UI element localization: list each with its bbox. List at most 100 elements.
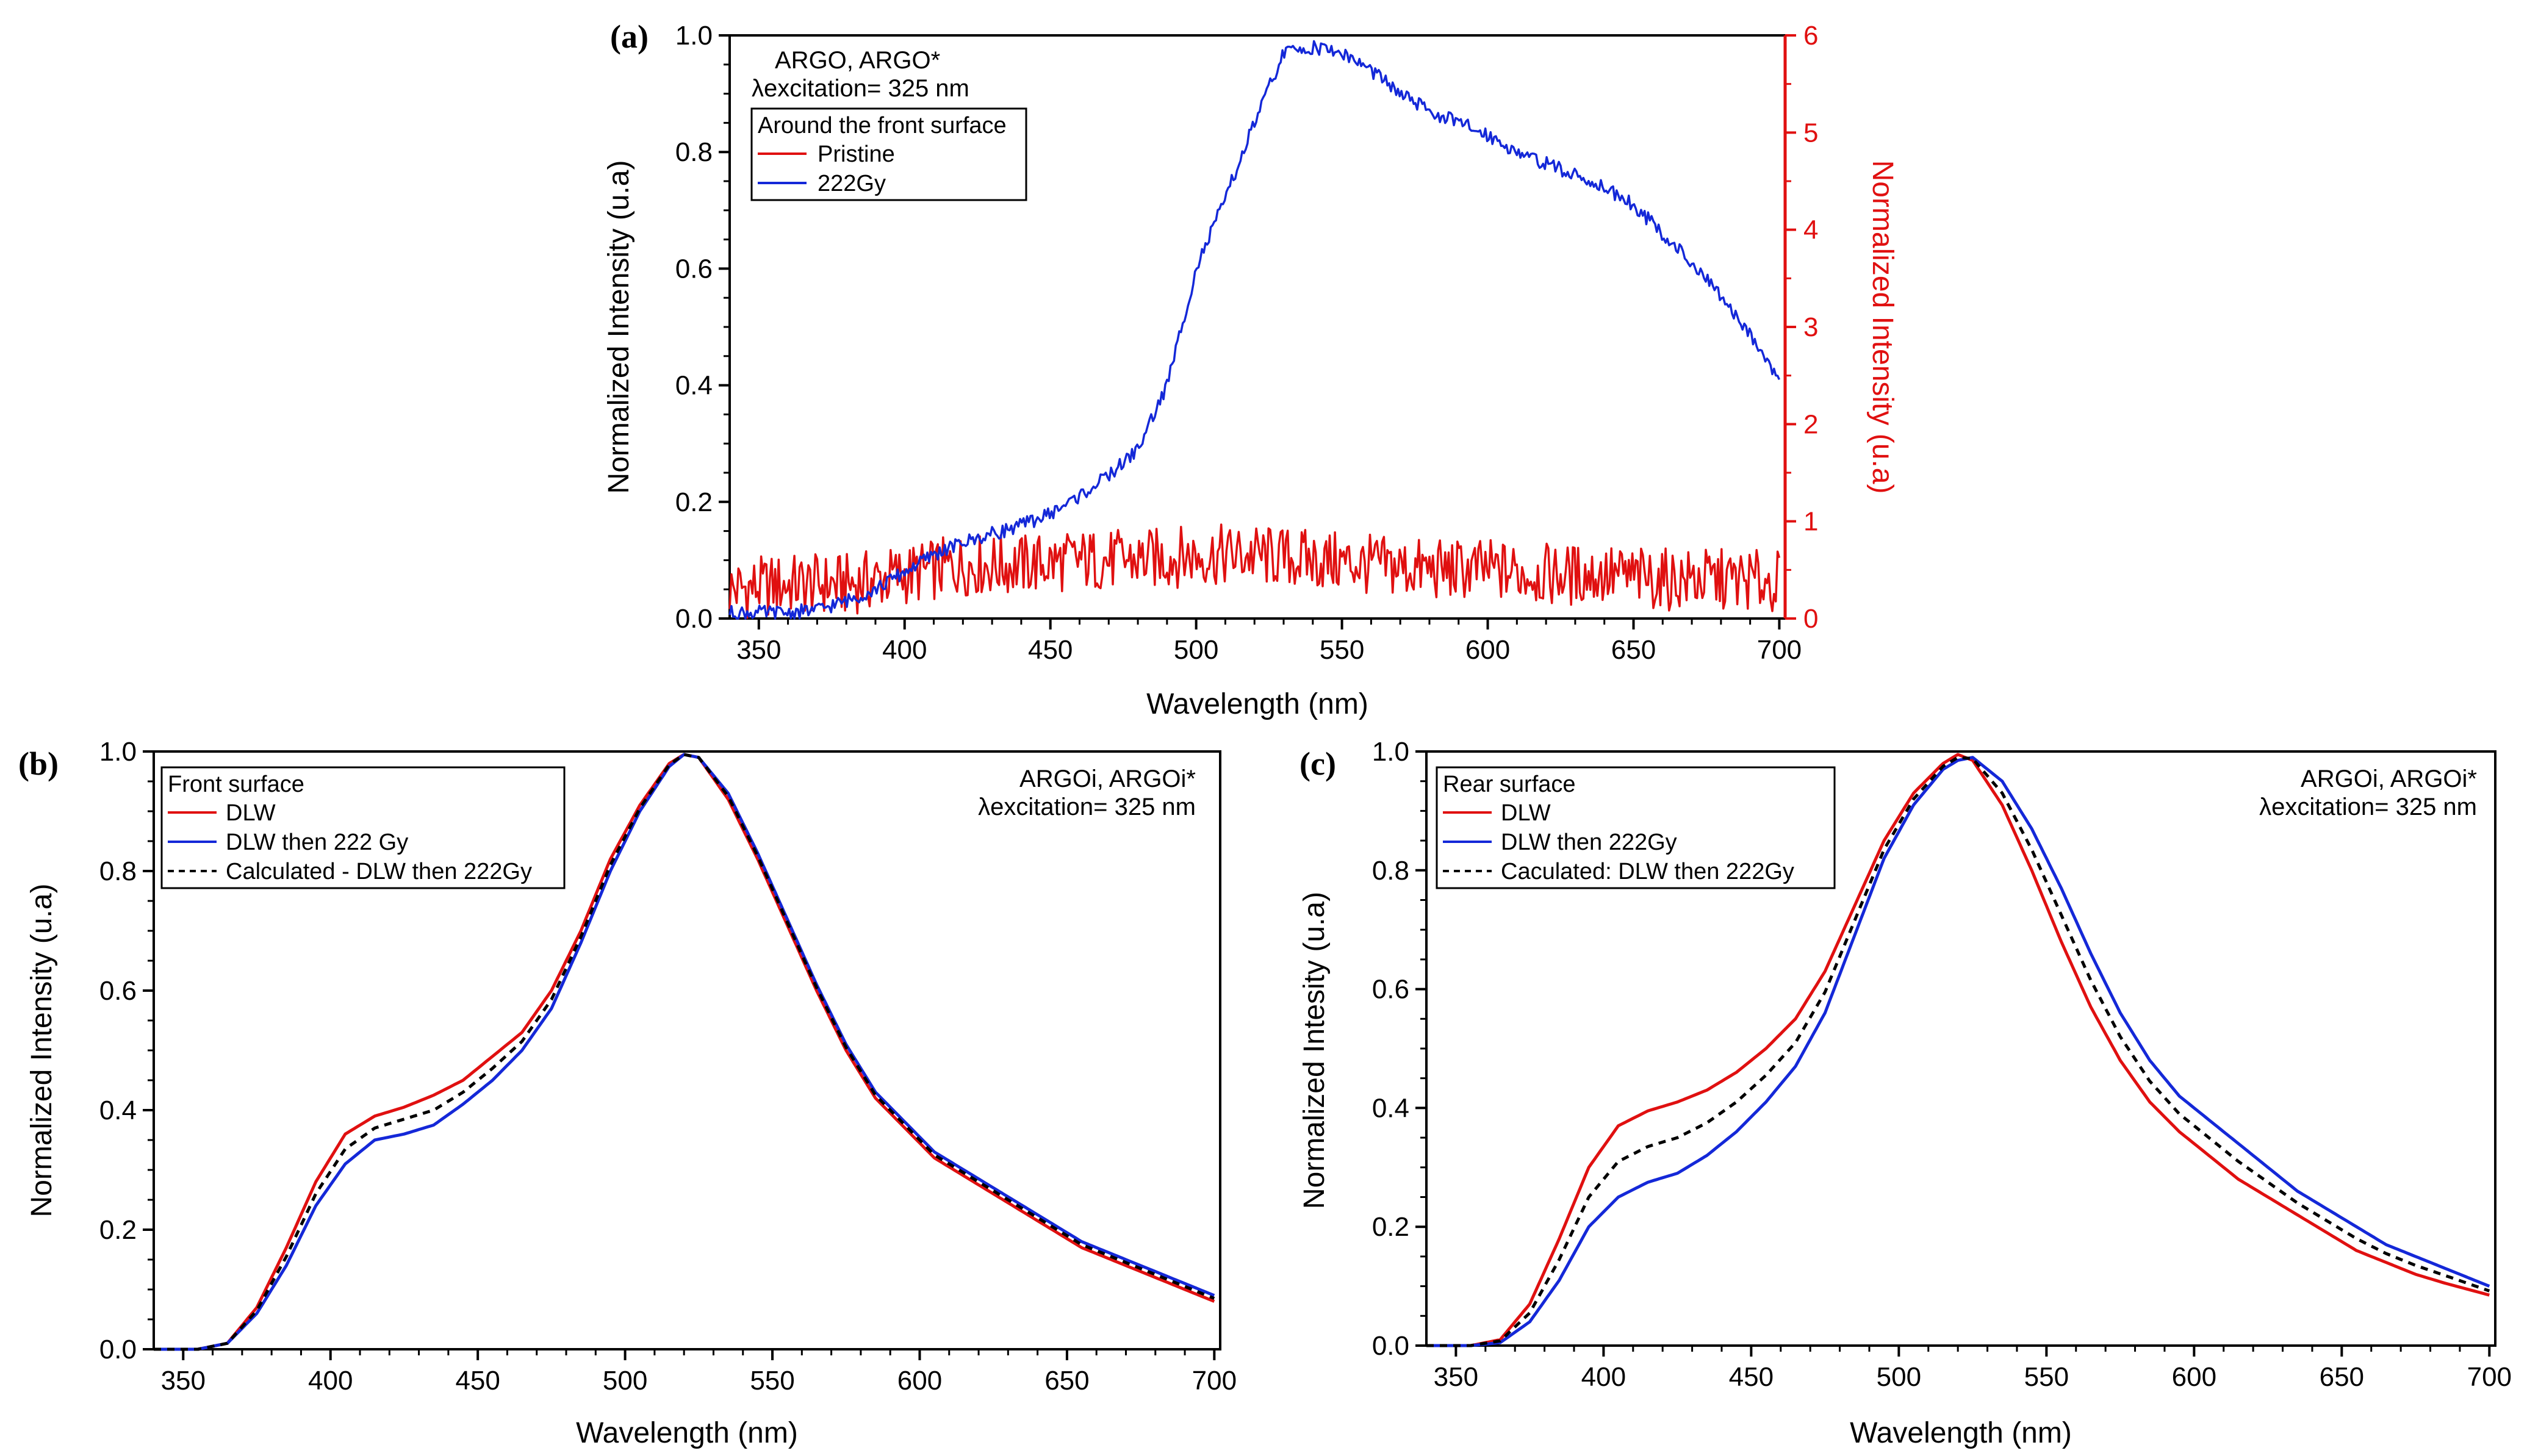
panel-a-legend: Around the front surface Pristine 222Gy xyxy=(750,107,1027,201)
y2-tick-label: 1 xyxy=(1803,507,1818,537)
panel-a-annotation-line2: λexcitation= 325 nm xyxy=(752,75,969,102)
panel-c-annotation: ARGOi, ARGOi* λexcitation= 325 nm xyxy=(2259,766,2477,820)
x-tick-label: 500 xyxy=(1877,1362,1921,1392)
panel-c-y-ticks: 0.0 0.2 0.4 0.6 0.8 1.0 xyxy=(1372,737,1426,1361)
y-tick-label: 0.0 xyxy=(99,1335,137,1365)
y2-tick-label: 4 xyxy=(1803,215,1818,245)
panel-c-legend: Rear surface DLW DLW then 222Gy Caculate… xyxy=(1436,766,1836,889)
x-tick-label: 450 xyxy=(1028,635,1073,665)
panel-b-y-ticks: 0.0 0.2 0.4 0.6 0.8 1.0 xyxy=(99,737,154,1365)
x-tick-label: 700 xyxy=(1757,635,1802,665)
panel-a-y-axis-title: Normalized Intensity (u.a) xyxy=(603,160,635,494)
y2-tick-label: 2 xyxy=(1803,409,1818,439)
x-tick-label: 350 xyxy=(1434,1362,1478,1392)
y-tick-label: 0.6 xyxy=(99,976,137,1006)
y2-tick-label: 3 xyxy=(1803,312,1818,342)
x-tick-label: 450 xyxy=(455,1366,500,1396)
panel-c: (c) 350 400 450 500 550 600 650 700 0.00.20.40.… xyxy=(1298,737,2512,1449)
y-tick-label: 0.8 xyxy=(99,856,137,886)
panel-c-annotation-line2: λexcitation= 325 nm xyxy=(2259,794,2477,820)
y-tick-label: 0.6 xyxy=(1372,975,1409,1005)
series-line-blue xyxy=(1426,756,2490,1347)
panel-b-series xyxy=(154,753,1215,1351)
y-tick-label: 0.0 xyxy=(1372,1331,1409,1361)
x-tick-label: 700 xyxy=(2467,1362,2512,1392)
y-tick-label: 1.0 xyxy=(675,21,713,51)
y-tick-label: 0.2 xyxy=(1372,1212,1409,1242)
y2-tick-label: 5 xyxy=(1803,118,1818,148)
y-tick-label: 0.0 xyxy=(675,604,713,634)
panel-a-legend-label-pristine: Pristine xyxy=(818,142,895,167)
panel-b-legend-box xyxy=(160,766,566,889)
panel-c-label: (c) xyxy=(1299,745,1336,782)
x-tick-label: 700 xyxy=(1192,1366,1237,1396)
y-tick-label: 0.4 xyxy=(99,1096,137,1125)
panel-b-annotation: ARGOi, ARGOi* λexcitation= 325 nm xyxy=(978,766,1196,820)
x-tick-label: 550 xyxy=(750,1366,794,1396)
panel-c-x-ticks: 350 400 450 500 550 600 650 700 xyxy=(1434,1346,2512,1392)
panel-a-label: (a) xyxy=(610,18,649,55)
panel-b: (b) 350 400 450 500 550 600 650 700 0.00.20.40.… xyxy=(18,737,1237,1449)
panel-b-label: (b) xyxy=(18,745,59,782)
y-tick-label: 0.2 xyxy=(99,1215,137,1245)
panel-c-series xyxy=(1426,753,2490,1347)
x-tick-label: 650 xyxy=(1611,635,1656,665)
panel-b-y-axis-title: Normalized Intensity (u.a) xyxy=(26,884,58,1218)
x-tick-label: 450 xyxy=(1729,1362,1774,1392)
panel-b-x-ticks: 350 400 450 500 550 600 650 700 xyxy=(161,1349,1237,1396)
x-tick-label: 350 xyxy=(161,1366,206,1396)
y2-tick-label: 0 xyxy=(1803,604,1818,634)
panel-a-annotation-line1: ARGO, ARGO* xyxy=(775,47,940,74)
panel-b-annotation-line1: ARGOi, ARGOi* xyxy=(1019,766,1196,792)
y-tick-label: 0.2 xyxy=(675,487,713,517)
x-tick-label: 400 xyxy=(308,1366,353,1396)
panel-a-annotation: ARGO, ARGO* λexcitation= 325 nm xyxy=(752,47,969,102)
panel-b-x-axis-title: Wavelength (nm) xyxy=(576,1417,798,1449)
x-tick-label: 600 xyxy=(2172,1362,2216,1392)
panel-a-series xyxy=(728,40,1781,620)
y-tick-label: 0.4 xyxy=(675,371,713,401)
series-line-blue xyxy=(728,40,1780,620)
panel-c-legend-label-calculated: Caculated: DLW then 222Gy xyxy=(1501,859,1794,884)
x-tick-label: 650 xyxy=(2320,1362,2364,1392)
y-tick-label: 0.8 xyxy=(1372,856,1409,886)
panel-a-x-ticks: 350 400 450 500 550 600 650 700 xyxy=(736,619,1802,665)
panel-b-legend-label-calculated: Calculated - DLW then 222Gy xyxy=(226,859,532,884)
panel-a-y-ticks: 0.0 0.2 0.4 0.6 0.8 1.0 xyxy=(675,21,730,634)
panel-c-legend-label-dlw-222gy: DLW then 222Gy xyxy=(1501,830,1677,855)
y-tick-label: 0.4 xyxy=(1372,1093,1409,1123)
panel-c-legend-title: Rear surface xyxy=(1443,772,1576,797)
y-tick-label: 0.8 xyxy=(675,137,713,167)
y2-tick-label: 6 xyxy=(1803,21,1818,51)
panel-a-legend-label-222gy: 222Gy xyxy=(818,171,886,196)
panel-a: (a) 350 400 450 500 550 600 650 700 0.00.20.40.… xyxy=(603,18,1899,720)
series-line-red xyxy=(1426,753,2490,1347)
panel-c-x-axis-title: Wavelength (nm) xyxy=(1850,1417,2072,1449)
panel-a-y2-ticks: 0 1 2 3 4 5 6 xyxy=(1783,21,1818,634)
x-tick-label: 400 xyxy=(882,635,927,665)
x-tick-label: 650 xyxy=(1044,1366,1089,1396)
x-tick-label: 350 xyxy=(736,635,781,665)
series-line-blue xyxy=(154,753,1215,1351)
panel-b-annotation-line2: λexcitation= 325 nm xyxy=(978,794,1196,820)
panel-b-legend-label-dlw: DLW xyxy=(226,800,276,826)
panel-b-legend-label-dlw-222gy: DLW then 222 Gy xyxy=(226,830,408,855)
panel-a-legend-title: Around the front surface xyxy=(758,113,1007,138)
panel-c-annotation-line1: ARGOi, ARGOi* xyxy=(2301,766,2477,792)
y-tick-label: 1.0 xyxy=(1372,737,1409,767)
x-tick-label: 550 xyxy=(2024,1362,2069,1392)
x-tick-label: 400 xyxy=(1581,1362,1626,1392)
x-tick-label: 500 xyxy=(603,1366,647,1396)
panel-a-y2-axis-title: Normalized Intensity (u.a) xyxy=(1866,160,1899,494)
y-tick-label: 1.0 xyxy=(99,737,137,767)
x-tick-label: 600 xyxy=(1465,635,1510,665)
x-tick-label: 500 xyxy=(1174,635,1218,665)
panel-a-x-axis-title: Wavelength (nm) xyxy=(1146,688,1368,720)
y-tick-label: 0.6 xyxy=(675,254,713,284)
x-tick-label: 600 xyxy=(897,1366,942,1396)
panel-b-legend-title: Front surface xyxy=(168,772,304,797)
panel-c-legend-label-dlw: DLW xyxy=(1501,800,1551,826)
series-line-red xyxy=(728,523,1781,619)
panel-c-legend-box xyxy=(1436,766,1836,889)
